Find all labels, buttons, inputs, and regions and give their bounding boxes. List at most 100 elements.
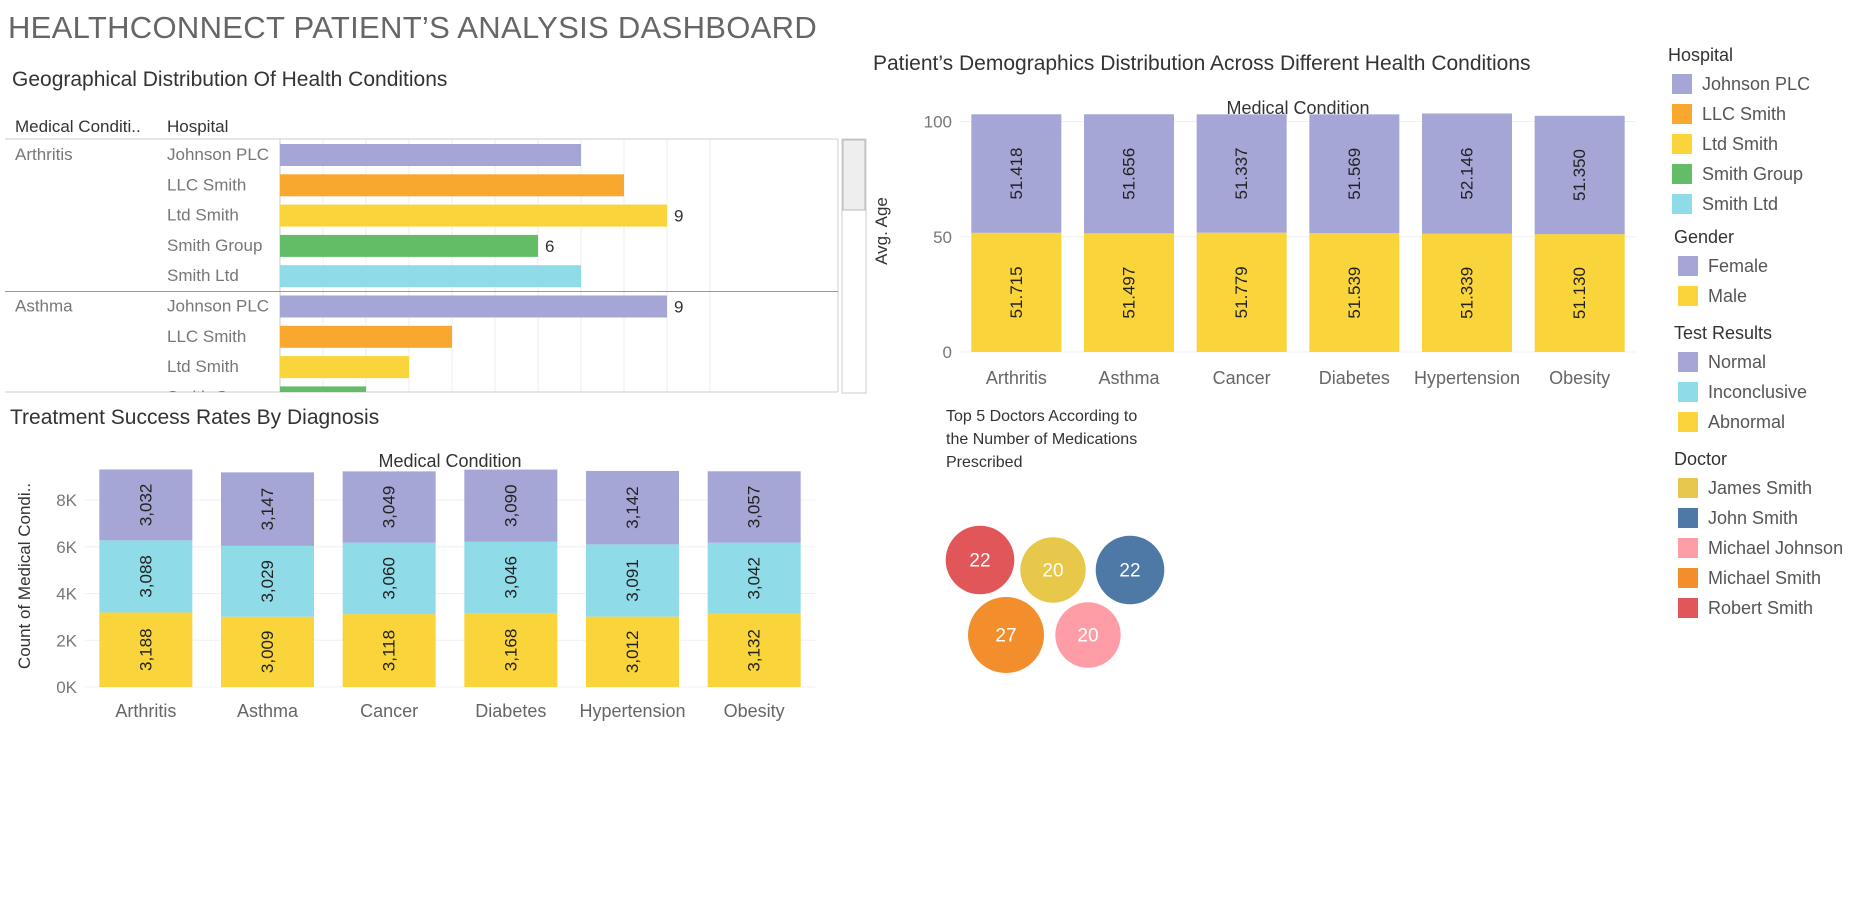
legend-item-abnormal[interactable]: Abnormal	[1674, 407, 1868, 437]
geo-hospital-label: Smith Group	[167, 387, 262, 400]
demo-bar-label: 51.497	[1120, 267, 1139, 319]
demo-bar-label: 51.715	[1007, 266, 1026, 318]
demo-bar-label: 51.779	[1232, 266, 1251, 318]
treat-bar-label: 3,042	[745, 557, 764, 600]
geo-bar-arthritis-smith-group	[280, 234, 538, 257]
legend-swatch	[1672, 134, 1692, 154]
treat-bar-diabetes-inconclusive	[464, 541, 558, 613]
legend-item-smith-group[interactable]: Smith Group	[1668, 159, 1868, 189]
legend-label: Abnormal	[1708, 411, 1786, 432]
bubble-michael-johnson	[1055, 602, 1121, 668]
treat-bar-hypertension-inconclusive	[586, 544, 679, 617]
geo-chart-title: Geographical Distribution Of Health Cond…	[12, 68, 448, 91]
bubble-label: 20	[1077, 626, 1098, 647]
demo-bar-label: 51.656	[1120, 148, 1139, 200]
treat-ytick-label: 8K	[56, 491, 77, 510]
treat-bar-label: 3,132	[745, 629, 764, 672]
doctors-title-line-1: Top 5 Doctors According to	[946, 408, 1138, 425]
demo-category-label-arthritis: Arthritis	[986, 368, 1047, 388]
geo-hospital-label: Ltd Smith	[167, 206, 239, 225]
legend-item-james-smith[interactable]: James Smith	[1674, 473, 1868, 503]
legend-swatch	[1678, 256, 1698, 276]
geo-bar-asthma-smith-group	[280, 386, 366, 392]
demo-bar-asthma-female	[1084, 114, 1174, 234]
bubble-robert-smith	[945, 525, 1015, 595]
legend-label: Inconclusive	[1708, 381, 1808, 402]
legend-item-robert-smith[interactable]: Robert Smith	[1674, 593, 1868, 623]
demo-chart: Medical Condition 0 50 100 Avg. Age 51.715 51.…	[872, 98, 1636, 388]
legend-doctor: Doctor James Smith John Smith Michael Johns…	[1674, 449, 1868, 623]
treat-category-label-cancer: Cancer	[360, 701, 418, 721]
legend-swatch	[1678, 286, 1698, 306]
legend-item-john-smith[interactable]: John Smith	[1674, 503, 1868, 533]
treat-category-label-diabetes: Diabetes	[475, 701, 546, 721]
demo-bar-arthritis-male	[971, 232, 1062, 352]
demo-bar-arthritis-female	[971, 114, 1062, 233]
legend-item-female[interactable]: Female	[1674, 251, 1868, 281]
legend-item-johnson-plc[interactable]: Johnson PLC	[1668, 69, 1868, 99]
legend-item-smith-ltd[interactable]: Smith Ltd	[1668, 189, 1868, 219]
treat-chart-title: Treatment Success Rates By Diagnosis	[10, 406, 380, 429]
legend-item-michael-smith[interactable]: Michael Smith	[1674, 563, 1868, 593]
legend-item-normal[interactable]: Normal	[1674, 347, 1868, 377]
doctors-title-line-2: the Number of Medications	[946, 431, 1138, 448]
legend-swatch	[1678, 382, 1698, 402]
treat-bar-arthritis-inconclusive	[99, 540, 193, 613]
treat-bar-obesity-inconclusive	[707, 542, 801, 614]
legend-label: Female	[1708, 255, 1769, 276]
legend-item-inconclusive[interactable]: Inconclusive	[1674, 377, 1868, 407]
treat-bar-cancer-inconclusive	[342, 542, 436, 615]
legend-label: Michael Smith	[1708, 567, 1822, 588]
legend-item-michael-johnson[interactable]: Michael Johnson	[1674, 533, 1868, 563]
treat-chart: Medical Condition 0K 2K 4K 6K 8K Count of Medi…	[15, 451, 815, 721]
bubble-michael-smith	[968, 597, 1044, 673]
geo-condition-label-arthritis: Arthritis	[15, 145, 73, 164]
legend-swatch	[1678, 508, 1698, 528]
demo-bar-label: 51.337	[1232, 148, 1251, 200]
doctors-bubble-chart: 22 20 22 27 20	[945, 525, 1165, 673]
treat-bar-label: 3,142	[623, 486, 642, 529]
demo-bar-obesity-female	[1534, 115, 1625, 235]
treat-bar-label: 3,032	[136, 484, 155, 527]
legend-item-llc-smith[interactable]: LLC Smith	[1668, 99, 1868, 129]
demo-bar-hypertension-male	[1422, 233, 1512, 352]
legend-hospital: Hospital Johnson PLC LLC Smith Ltd Smith Smi…	[1668, 45, 1868, 219]
legend-item-ltd-smith[interactable]: Ltd Smith	[1668, 129, 1868, 159]
treat-category-label-obesity: Obesity	[724, 701, 785, 721]
treat-bar-asthma-inconclusive	[221, 545, 314, 617]
legend-swatch	[1672, 194, 1692, 214]
legend-label: Michael Johnson	[1708, 537, 1844, 558]
demo-column-header: Medical Condition	[1226, 98, 1369, 118]
treat-bar-diabetes-abnormal	[464, 612, 558, 687]
demo-ytick-label: 50	[933, 228, 952, 247]
treat-bar-hypertension-abnormal	[586, 616, 679, 687]
treat-column-header: Medical Condition	[378, 451, 521, 471]
treat-ytick-label: 6K	[56, 538, 77, 557]
demo-bar-diabetes-female	[1309, 114, 1400, 234]
demo-bar-cancer-female	[1196, 114, 1287, 233]
treat-bar-hypertension-normal	[586, 470, 679, 545]
legend-swatch	[1672, 104, 1692, 124]
treat-bar-label: 3,090	[501, 484, 520, 527]
geo-scrollbar-thumb[interactable]	[842, 139, 866, 211]
treat-bar-cancer-abnormal	[342, 614, 436, 687]
demo-category-label-diabetes: Diabetes	[1319, 368, 1390, 388]
legend-label: Robert Smith	[1708, 597, 1814, 618]
demo-bar-label: 51.539	[1345, 267, 1364, 319]
demo-bar-label: 51.130	[1570, 267, 1589, 319]
legend-item-male[interactable]: Male	[1674, 281, 1868, 311]
treat-bar-label: 3,147	[258, 488, 277, 531]
legend-panel: Hospital Johnson PLC LLC Smith Ltd Smith Smi…	[1668, 45, 1868, 635]
treat-bar-cancer-normal	[342, 471, 436, 543]
treat-bar-label: 3,057	[745, 486, 764, 529]
demo-bar-label: 51.418	[1007, 148, 1026, 200]
demo-ylabel: Avg. Age	[872, 197, 891, 265]
demo-ytick-label: 0	[943, 343, 952, 362]
dashboard-title: HEALTHCONNECT PATIENT’S ANALYSIS DASHBOA…	[8, 10, 818, 45]
legend-title: Test Results	[1674, 323, 1773, 343]
treat-bar-label: 3,118	[380, 630, 399, 671]
legend-swatch	[1678, 598, 1698, 618]
demo-bar-asthma-male	[1084, 233, 1174, 352]
geo-hospital-label: Smith Ltd	[167, 266, 239, 285]
geo-header-hospital: Hospital	[167, 117, 228, 136]
